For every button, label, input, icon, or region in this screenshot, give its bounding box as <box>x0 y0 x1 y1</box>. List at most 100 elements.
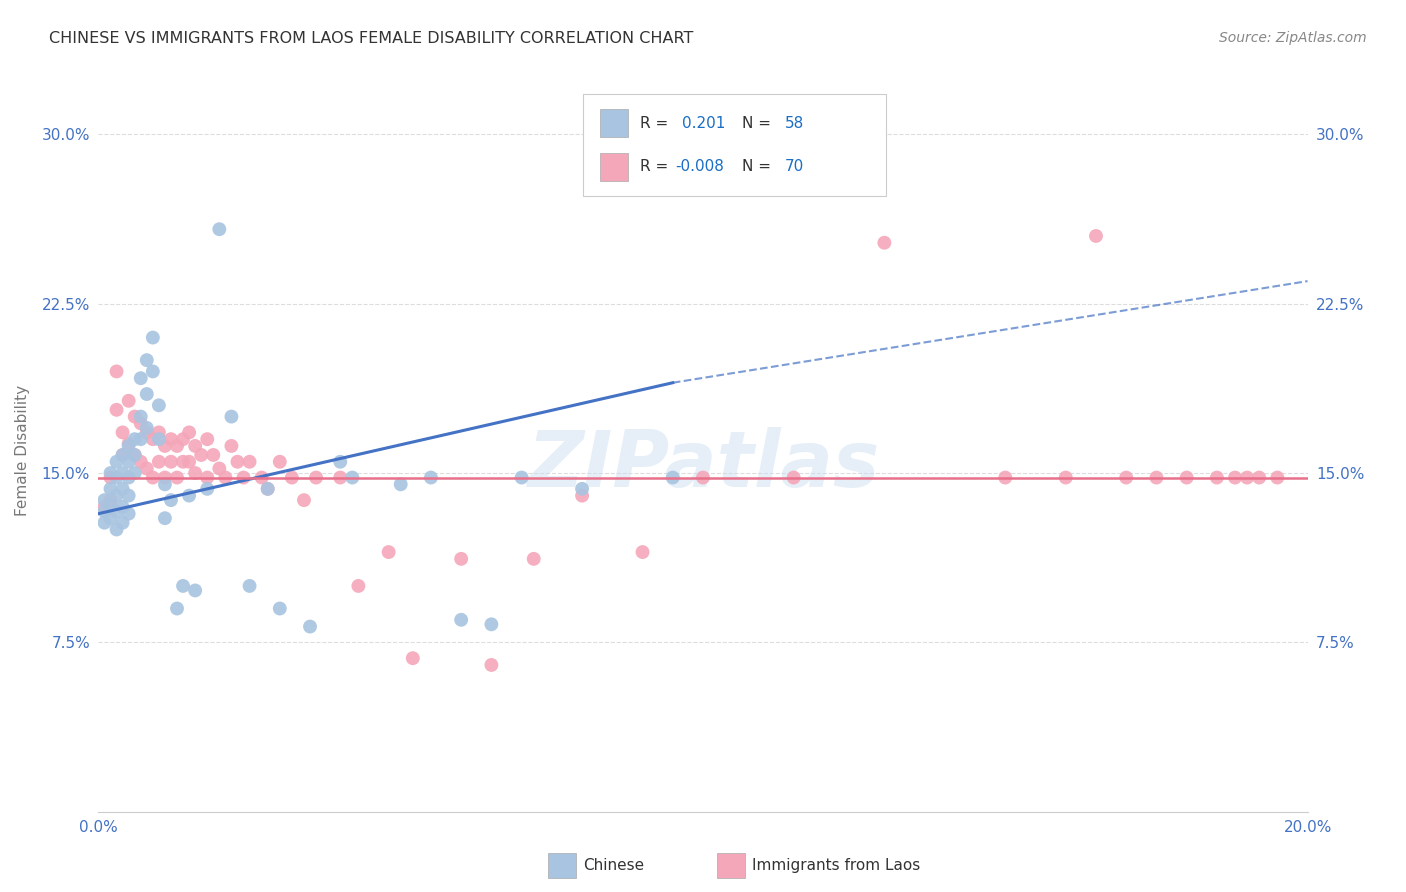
Point <box>153 439 176 453</box>
Point <box>481 617 503 632</box>
Point <box>269 455 291 469</box>
Text: -0.008: -0.008 <box>675 160 724 174</box>
Point <box>239 455 262 469</box>
Point <box>100 466 122 480</box>
Text: 58: 58 <box>785 116 804 130</box>
Point <box>135 425 157 440</box>
Point <box>450 551 472 566</box>
Point <box>299 619 322 633</box>
Point <box>153 477 176 491</box>
Point <box>190 448 212 462</box>
Point <box>256 482 278 496</box>
Point <box>148 455 170 469</box>
Point <box>184 439 207 453</box>
Point <box>221 439 243 453</box>
Point <box>329 455 352 469</box>
Point <box>142 470 165 484</box>
Y-axis label: Female Disability: Female Disability <box>15 384 31 516</box>
Point <box>208 222 231 236</box>
Point <box>142 364 165 378</box>
Point <box>661 470 683 484</box>
Point <box>402 651 425 665</box>
Point <box>118 436 141 450</box>
Point <box>118 507 141 521</box>
Point <box>783 470 806 484</box>
Point <box>172 579 194 593</box>
Point <box>184 466 207 480</box>
Point <box>166 470 188 484</box>
Point <box>105 364 128 378</box>
Point <box>292 493 315 508</box>
Point <box>329 470 352 484</box>
Point <box>111 516 134 530</box>
Point <box>105 402 128 417</box>
Point <box>148 425 170 440</box>
Point <box>195 470 218 484</box>
Point <box>111 448 134 462</box>
Point <box>166 601 188 615</box>
Point <box>239 579 262 593</box>
Point <box>100 470 122 484</box>
Point <box>202 448 225 462</box>
Point <box>148 432 170 446</box>
Point <box>226 455 249 469</box>
Point <box>135 421 157 435</box>
Point <box>179 455 201 469</box>
Point <box>111 448 134 462</box>
Point <box>1249 470 1271 484</box>
Point <box>420 470 443 484</box>
Point <box>105 455 128 469</box>
Point <box>1175 470 1198 484</box>
Point <box>93 516 115 530</box>
Point <box>305 470 328 484</box>
Point <box>232 470 254 484</box>
Point <box>250 470 273 484</box>
Point <box>166 439 188 453</box>
Point <box>281 470 304 484</box>
Point <box>377 545 399 559</box>
Text: N =: N = <box>742 116 776 130</box>
Text: 70: 70 <box>785 160 804 174</box>
Point <box>100 493 122 508</box>
Point <box>129 371 152 385</box>
Point <box>129 455 152 469</box>
Point <box>111 425 134 440</box>
Point <box>124 432 146 446</box>
Point <box>994 470 1017 484</box>
Point <box>256 482 278 496</box>
Point <box>105 504 128 518</box>
Point <box>124 448 146 462</box>
Point <box>100 498 122 512</box>
Point <box>142 330 165 344</box>
Point <box>160 432 183 446</box>
Point <box>118 470 141 484</box>
Point <box>214 470 236 484</box>
Point <box>571 482 593 496</box>
Point <box>135 353 157 368</box>
Point <box>179 489 201 503</box>
Point <box>172 432 194 446</box>
Point <box>481 657 503 672</box>
Point <box>129 409 152 424</box>
Point <box>118 393 141 408</box>
Point <box>571 489 593 503</box>
Point <box>105 470 128 484</box>
Point <box>1267 470 1289 484</box>
Text: Source: ZipAtlas.com: Source: ZipAtlas.com <box>1219 31 1367 45</box>
Point <box>1054 470 1077 484</box>
Point <box>208 461 231 475</box>
Text: 0.201: 0.201 <box>682 116 725 130</box>
Point <box>1236 470 1258 484</box>
Point <box>153 511 176 525</box>
Point <box>172 455 194 469</box>
Text: Immigrants from Laos: Immigrants from Laos <box>752 858 921 872</box>
Point <box>1144 470 1167 484</box>
Point <box>93 504 115 518</box>
Text: N =: N = <box>742 160 776 174</box>
Point <box>873 235 896 250</box>
Text: CHINESE VS IMMIGRANTS FROM LAOS FEMALE DISABILITY CORRELATION CHART: CHINESE VS IMMIGRANTS FROM LAOS FEMALE D… <box>49 31 693 46</box>
Text: ZIPatlas: ZIPatlas <box>527 427 879 503</box>
Point <box>124 409 146 424</box>
Point <box>510 470 533 484</box>
Point <box>124 466 146 480</box>
